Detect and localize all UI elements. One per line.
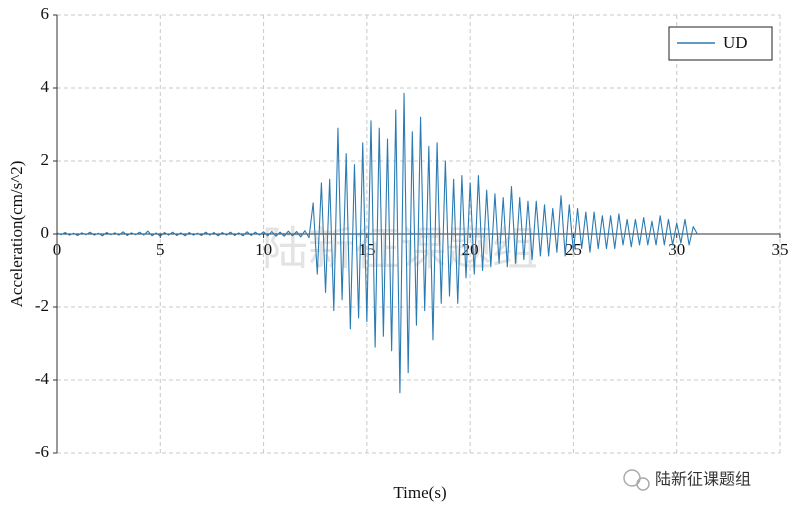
legend: UD: [668, 26, 773, 61]
y-tick-label: -6: [35, 442, 49, 461]
x-tick-label: 5: [156, 240, 165, 259]
x-tick-label: 15: [358, 240, 375, 259]
series-line: [56, 92, 698, 394]
x-tick-label: 10: [255, 240, 272, 259]
x-tick-label: 35: [772, 240, 789, 259]
x-tick-label: 20: [462, 240, 479, 259]
y-tick-label: 6: [41, 4, 50, 23]
logo-icon: [623, 469, 650, 491]
y-tick-label: 2: [41, 150, 50, 169]
y-axis-label: Acceleration(cm/s^2): [7, 161, 26, 308]
legend-label: UD: [723, 33, 748, 52]
x-axis-label: Time(s): [393, 483, 446, 502]
logo-text: 陆新征课题组: [655, 470, 751, 489]
y-tick-label: -2: [35, 296, 49, 315]
y-tick-label: 0: [41, 223, 50, 242]
x-tick-label: 30: [668, 240, 685, 259]
y-tick-label: 4: [41, 77, 50, 96]
y-tick-label: -4: [35, 369, 50, 388]
